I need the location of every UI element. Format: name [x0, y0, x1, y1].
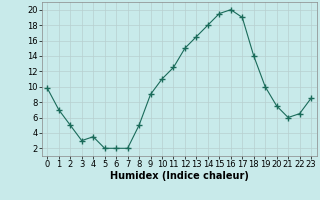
X-axis label: Humidex (Indice chaleur): Humidex (Indice chaleur)	[110, 171, 249, 181]
